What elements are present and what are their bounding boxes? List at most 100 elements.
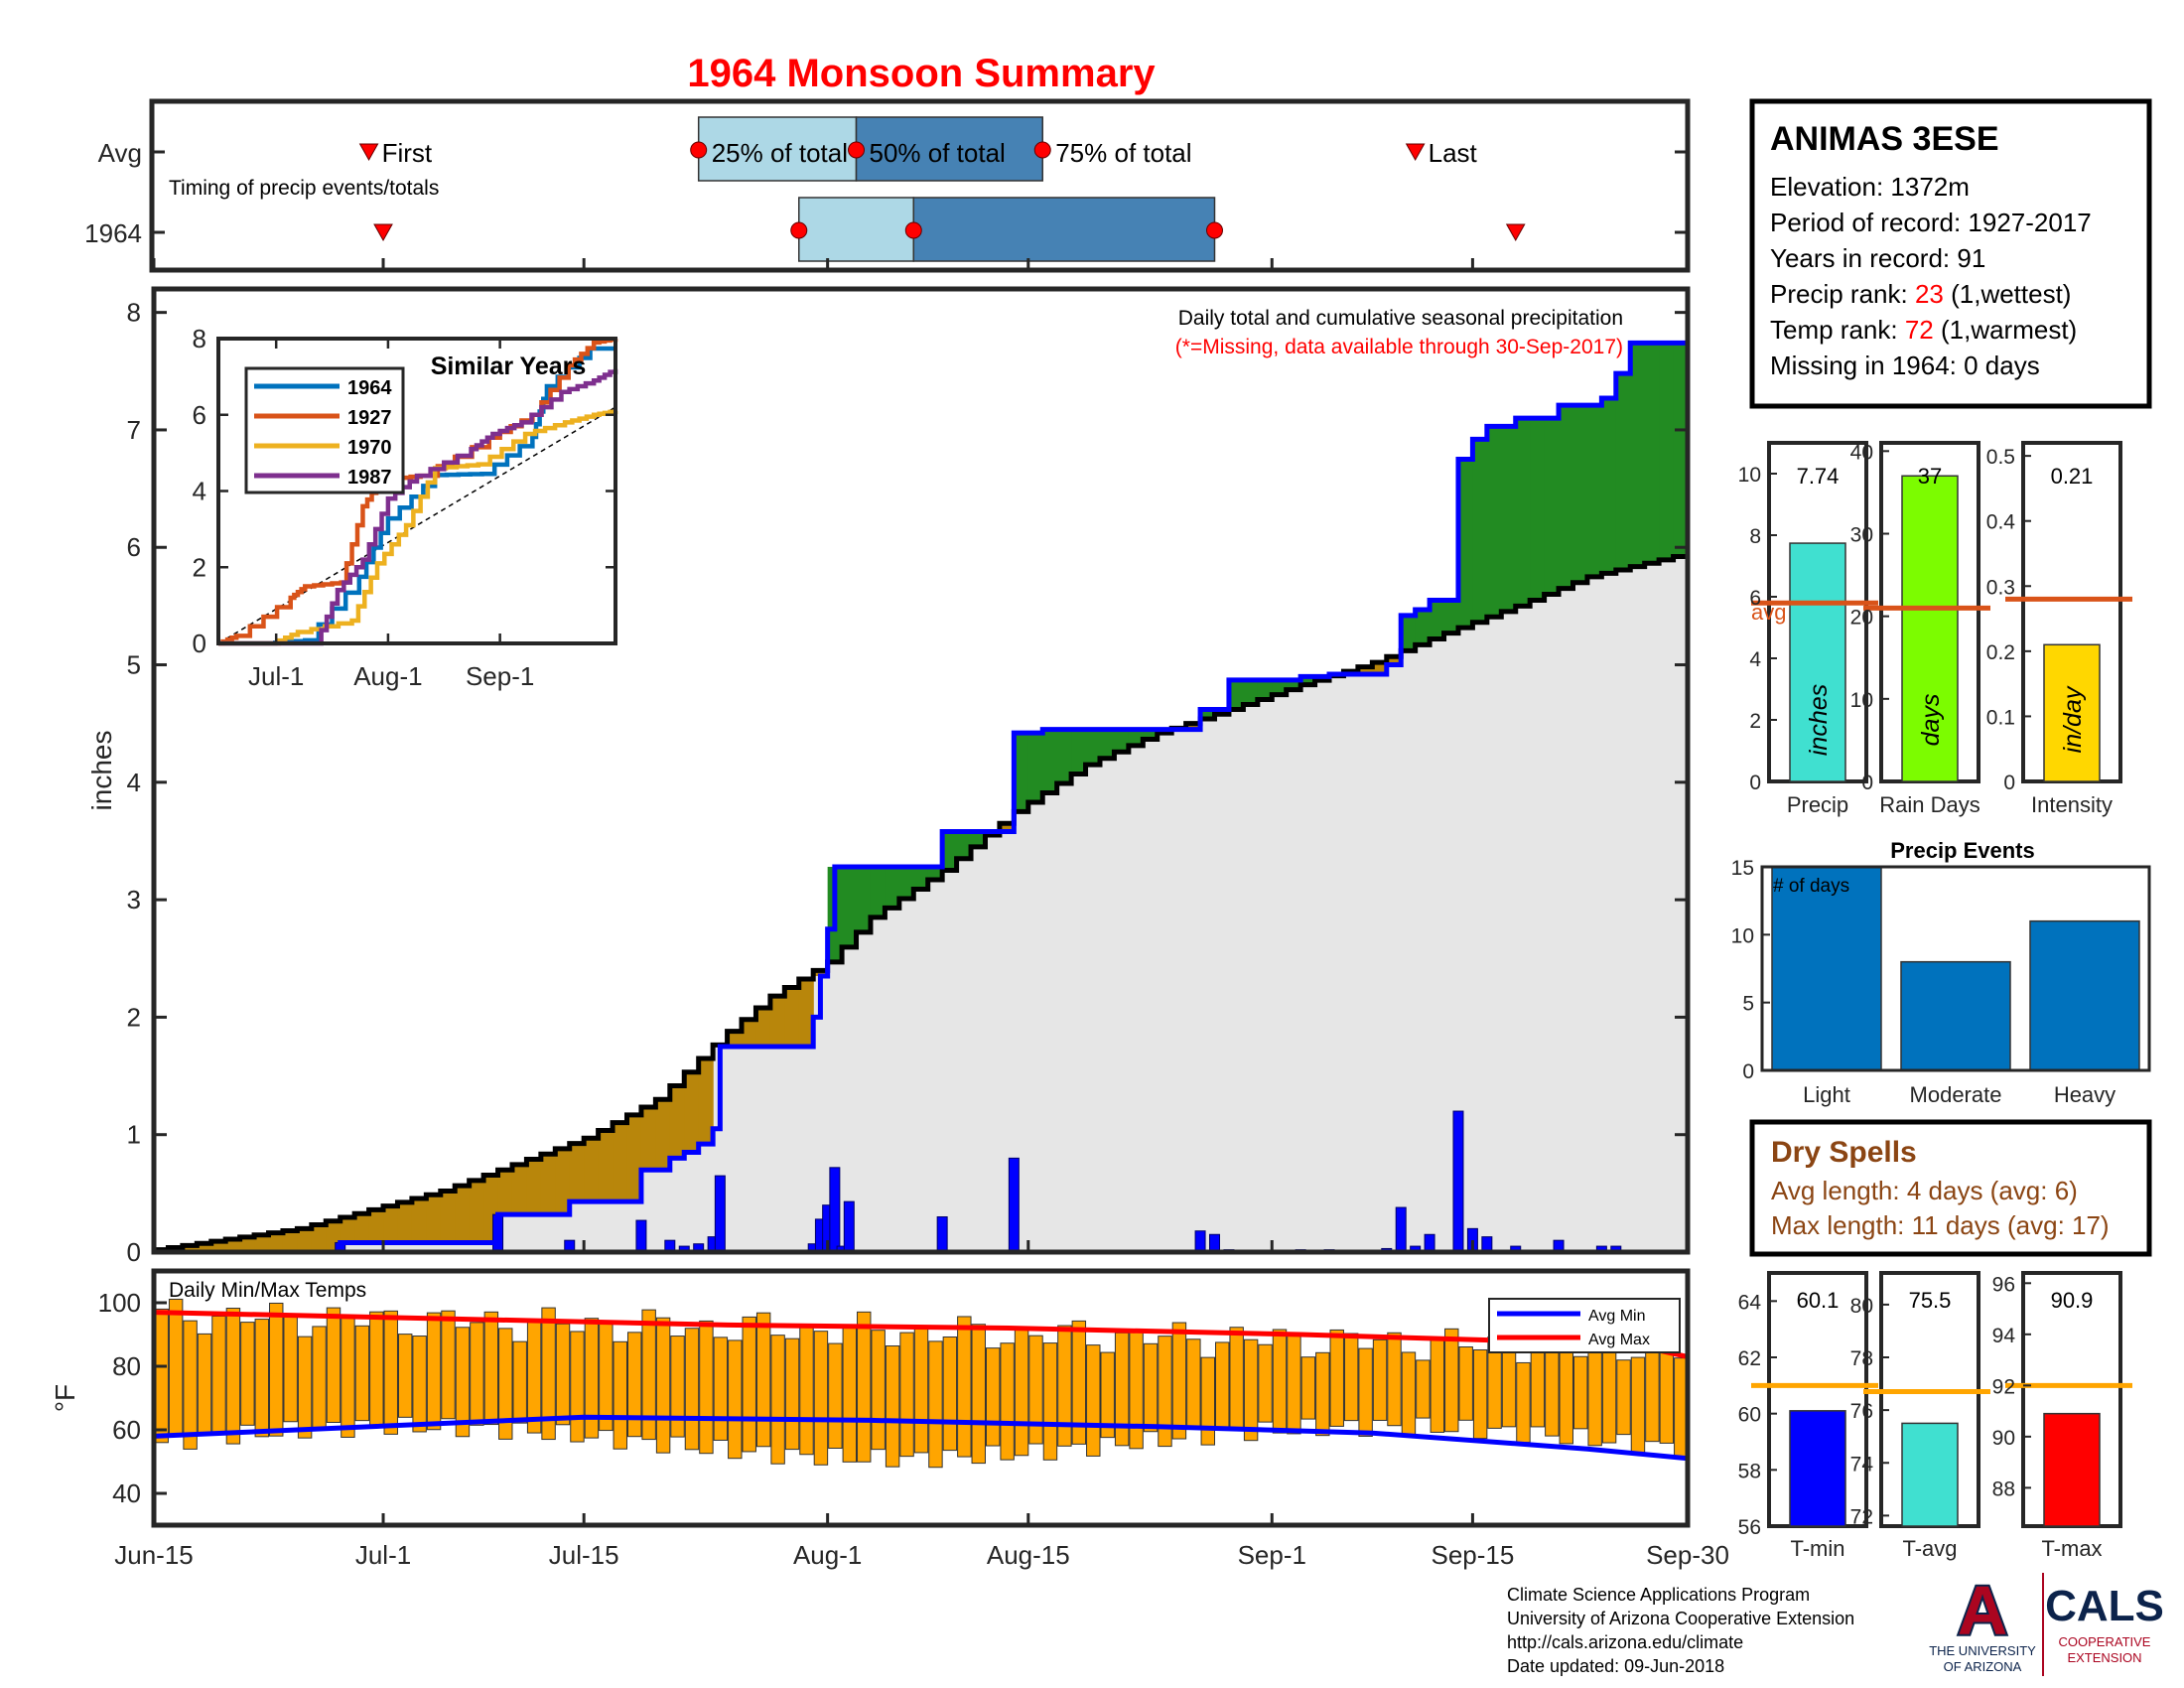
panel-y-tick-label: 10 bbox=[1738, 464, 1761, 487]
event-category-label: Heavy bbox=[2054, 1082, 2116, 1107]
avg-25-50-box bbox=[697, 116, 858, 182]
daily-temp-bar bbox=[1200, 1356, 1216, 1446]
daily-temp-bar bbox=[1601, 1341, 1617, 1444]
university-logo: A THE UNIVERSITY OF ARIZONA CALS COOPERA… bbox=[1929, 1570, 2164, 1676]
below-average-area bbox=[197, 1243, 212, 1252]
main-y-axis: 0 1 2 3 4 5 6 7 8 bbox=[127, 298, 1688, 1267]
daily-precip-bar bbox=[1194, 1230, 1206, 1253]
panel-y-tick-label: 10 bbox=[1850, 689, 1873, 712]
temp-legend-box bbox=[1488, 1298, 1681, 1353]
below-average-area bbox=[1386, 656, 1402, 665]
avg-last-marker bbox=[1405, 143, 1426, 162]
daily-temp-bar bbox=[297, 1336, 313, 1439]
panel-y-tick-label: 40 bbox=[1850, 441, 1873, 464]
year-75-marker bbox=[1206, 221, 1224, 239]
panel-value-T-avg: 75.5 bbox=[1909, 1288, 1952, 1313]
temp-y-tick-label: 100 bbox=[98, 1288, 141, 1318]
daily-temp-bar bbox=[183, 1320, 198, 1450]
panel-label-T-avg: T-avg bbox=[1902, 1536, 1957, 1561]
daily-temp-bar bbox=[728, 1339, 743, 1460]
above-average-area bbox=[1200, 709, 1216, 719]
year-50-75-box bbox=[912, 197, 1216, 262]
daily-temp-bar bbox=[742, 1316, 756, 1453]
date-tick-label: Sep-15 bbox=[1431, 1540, 1514, 1570]
panel-bar-T-avg bbox=[1901, 1422, 1959, 1527]
daily-temp-bar bbox=[383, 1310, 398, 1435]
panel-y-tick-label: 0.5 bbox=[1986, 446, 2015, 469]
daily-temp-bar bbox=[1114, 1332, 1130, 1447]
timing-year-label: 1964 bbox=[84, 218, 142, 248]
year-last-marker bbox=[1505, 223, 1526, 242]
above-average-area bbox=[1644, 343, 1660, 564]
temp-rank-suffix: (1,warmest) bbox=[1934, 315, 2077, 345]
above-average-area bbox=[956, 831, 972, 859]
main-y-tick-label: 7 bbox=[127, 415, 141, 445]
daily-temp-bar bbox=[1516, 1361, 1531, 1444]
daily-temp-bar bbox=[541, 1307, 556, 1441]
panel-y-tick-label: 90 bbox=[1992, 1427, 2015, 1450]
daily-temp-bar bbox=[1186, 1338, 1201, 1430]
daily-temp-bar bbox=[885, 1345, 900, 1468]
timing-last-label: Last bbox=[1429, 138, 1478, 168]
daily-temp-bar bbox=[1215, 1341, 1230, 1430]
daily-temp-bar bbox=[1287, 1334, 1301, 1435]
daily-precip-bar bbox=[714, 1175, 726, 1253]
below-average-area bbox=[340, 1216, 355, 1243]
daily-precip-bar bbox=[1424, 1233, 1435, 1253]
temp-y-tick-label: 60 bbox=[112, 1415, 141, 1445]
daily-temp-bar bbox=[1014, 1327, 1029, 1457]
daily-temp-bar bbox=[1358, 1347, 1373, 1437]
above-average-area bbox=[1014, 733, 1029, 812]
inset-series-line-1970 bbox=[218, 409, 618, 646]
temp-legend: Avg Min Avg Max bbox=[1488, 1298, 1681, 1353]
daily-temp-bar bbox=[1258, 1343, 1273, 1423]
station-years: Years in record: 91 bbox=[1770, 243, 1985, 273]
panel-unit-Precip: inches bbox=[1805, 684, 1833, 756]
panel-y-tick-label: 4 bbox=[1749, 648, 1761, 671]
above-average-area bbox=[1673, 343, 1689, 557]
timing-panel: Avg 1964 Timing of precip events/totals … bbox=[84, 98, 1691, 273]
inset-x-tick-label: Sep-1 bbox=[466, 661, 534, 691]
cals-sub-2: EXTENSION bbox=[2067, 1650, 2141, 1665]
below-average-area bbox=[1357, 666, 1373, 674]
below-average-area bbox=[1185, 723, 1201, 730]
below-average-area bbox=[455, 1186, 471, 1243]
below-average-area bbox=[268, 1232, 284, 1252]
above-average-area bbox=[1430, 600, 1445, 639]
footer-line-3: http://cals.arizona.edu/climate bbox=[1507, 1632, 1743, 1652]
daily-temp-bar bbox=[828, 1342, 843, 1450]
main-chart-frame bbox=[151, 286, 1691, 1255]
date-tick-label: Sep-30 bbox=[1646, 1540, 1729, 1570]
precip-rank-value: 23 bbox=[1915, 279, 1944, 309]
daily-temp-bar bbox=[240, 1322, 255, 1426]
date-tick-label: Jul-15 bbox=[549, 1540, 619, 1570]
station-elevation: Elevation: 1372m bbox=[1770, 172, 1970, 202]
panel-label-Intensity: Intensity bbox=[2031, 792, 2113, 817]
below-average-area bbox=[225, 1238, 241, 1252]
below-average-area bbox=[354, 1213, 370, 1243]
event-bar-Light bbox=[1771, 866, 1882, 1071]
inset-y-tick-label: 0 bbox=[193, 629, 206, 658]
inset-y-tick-label: 8 bbox=[193, 324, 206, 353]
daily-temp-bar bbox=[168, 1298, 184, 1435]
above-average-area bbox=[1272, 679, 1288, 695]
daily-temp-bar bbox=[1315, 1351, 1330, 1437]
daily-temp-bar bbox=[397, 1334, 413, 1418]
below-average-area bbox=[540, 1154, 556, 1215]
daily-temp-bar bbox=[985, 1347, 1001, 1447]
daily-temp-bar bbox=[254, 1319, 270, 1438]
inset-x-tick-label: Aug-1 bbox=[353, 661, 422, 691]
inset-legend-box bbox=[244, 366, 405, 494]
panel-y-tick-label: 62 bbox=[1738, 1347, 1761, 1370]
station-temp-rank: Temp rank: 72 (1,warmest) bbox=[1770, 315, 2077, 345]
below-average-area bbox=[742, 1019, 757, 1047]
station-precip-rank: Precip rank: 23 (1,wettest) bbox=[1770, 279, 2071, 309]
daily-temp-bar bbox=[857, 1311, 872, 1463]
dry-spells-max-length: Max length: 11 days (avg: 17) bbox=[1771, 1210, 2110, 1240]
avg-50-marker bbox=[848, 141, 866, 159]
daily-temp-bar bbox=[483, 1311, 499, 1426]
panel-bar-Intensity bbox=[2043, 643, 2101, 782]
panel-y-tick-label: 20 bbox=[1850, 607, 1873, 630]
daily-temp-bar bbox=[1158, 1336, 1172, 1448]
